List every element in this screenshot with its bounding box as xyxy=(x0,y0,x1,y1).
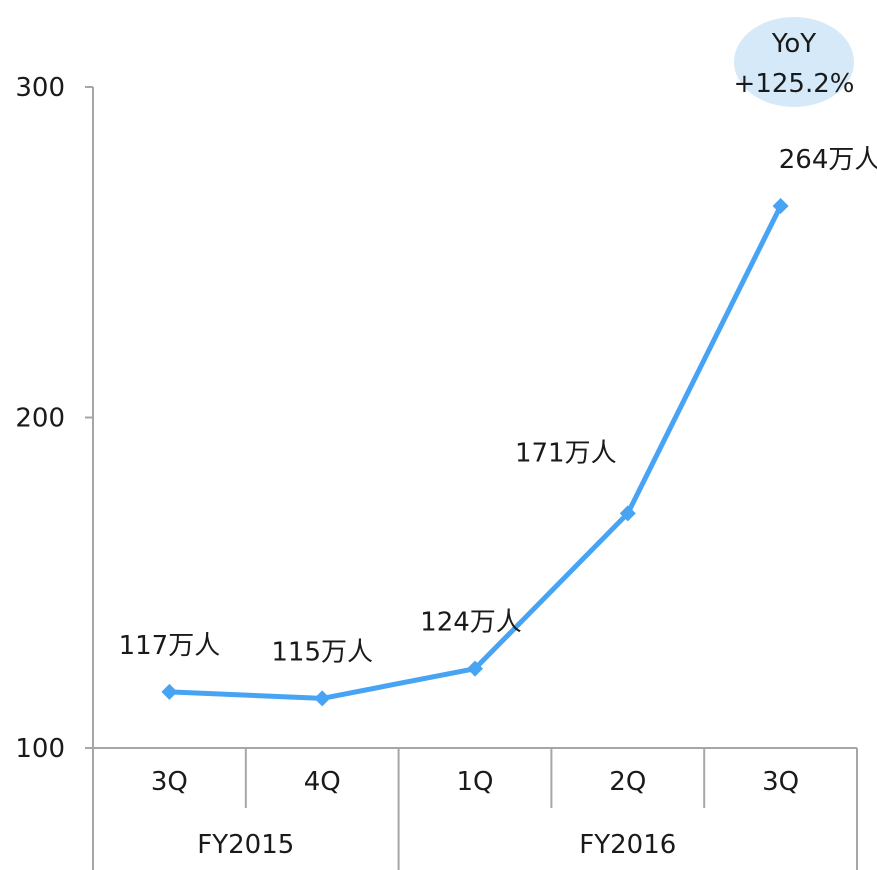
data-label: 117万人 xyxy=(119,631,221,661)
x-category-label: 1Q xyxy=(456,767,493,797)
x-axis-categories: 3Q 4Q 1Q 2Q 3Q FY2015 FY2016 xyxy=(151,767,799,860)
x-group-label: FY2015 xyxy=(197,830,294,860)
yoy-value: +125.2% xyxy=(734,69,855,99)
y-tick-label: 100 xyxy=(15,734,65,764)
data-point-marker xyxy=(619,505,636,522)
yoy-label: YoY xyxy=(771,29,816,59)
data-label: 171万人 xyxy=(515,438,617,468)
x-group-label: FY2016 xyxy=(579,830,676,860)
yoy-annotation: YoY +125.2% xyxy=(734,17,855,107)
y-tick-label: 200 xyxy=(15,404,65,434)
x-category-label: 2Q xyxy=(609,767,646,797)
data-label: 124万人 xyxy=(420,608,522,638)
y-axis-ticks: 100 200 300 xyxy=(15,73,65,764)
axes xyxy=(85,86,858,870)
data-labels: 117万人 115万人 124万人 171万人 264万人 xyxy=(119,145,877,667)
x-category-label: 4Q xyxy=(304,767,341,797)
data-label: 115万人 xyxy=(271,637,373,667)
data-point-marker xyxy=(161,683,178,700)
data-label: 264万人 xyxy=(779,145,877,175)
data-point-marker xyxy=(314,690,331,707)
series xyxy=(161,197,789,707)
x-category-label: 3Q xyxy=(151,767,188,797)
data-point-marker xyxy=(467,660,483,677)
x-category-label: 3Q xyxy=(762,767,799,797)
y-tick-label: 300 xyxy=(15,73,65,103)
yoy-badge xyxy=(734,17,854,107)
data-point-marker xyxy=(772,197,789,214)
